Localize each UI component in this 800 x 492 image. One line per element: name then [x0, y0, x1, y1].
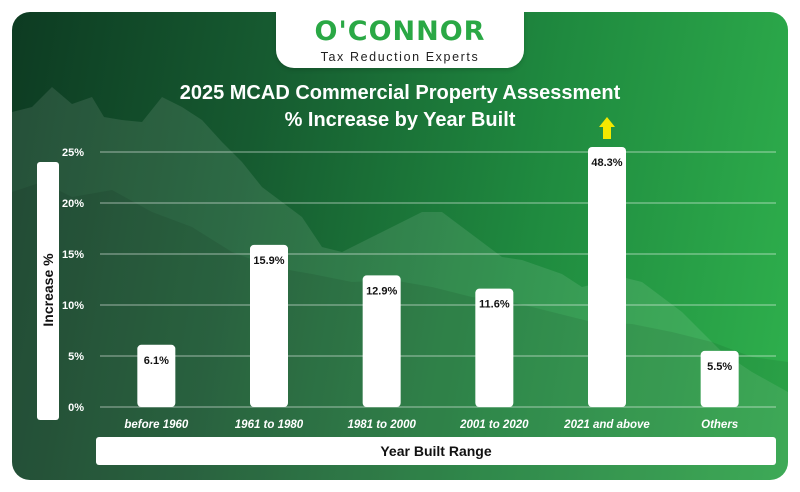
bar-chart: 0% 5% 10% 15% 20% 25% 6.1% before 1960 15.9% 1961… [62, 117, 776, 431]
bar-others [700, 350, 739, 407]
bar-before-1960 [137, 344, 176, 407]
y-tick-label: 15% [62, 249, 84, 261]
x-tick-label: 1981 to 2000 [347, 419, 416, 431]
x-tick-label: before 1960 [124, 419, 189, 431]
bar-2001-to-2020 [475, 288, 514, 407]
bar-1961-to-1980 [250, 244, 288, 407]
bar-2021-and-above [588, 147, 626, 407]
data-label: 6.1% [144, 355, 169, 367]
chart-title-line-1: 2025 MCAD Commercial Property Assessment [179, 82, 621, 104]
y-tick-label: 10% [62, 300, 84, 312]
data-label: 48.3% [591, 157, 622, 169]
y-axis-label-box: Increase % [37, 162, 59, 420]
data-label: 15.9% [253, 255, 284, 267]
bar-1981-to-2000 [362, 275, 401, 407]
brand-logo: O'CONNOR Tax Reduction Experts [276, 12, 524, 68]
chart-title: 2025 MCAD Commercial Property Assessment… [150, 80, 650, 134]
x-tick-label: Others [701, 419, 738, 431]
chart-frame: O'CONNOR Tax Reduction Experts 2025 MCAD… [12, 12, 788, 480]
y-tick-label: 20% [62, 198, 84, 210]
brand-tagline: Tax Reduction Experts [320, 50, 480, 64]
x-tick-label: 2021 and above [563, 419, 650, 431]
data-label: 11.6% [479, 299, 510, 311]
chart-title-line-2: % Increase by Year Built [284, 109, 516, 131]
y-tick-label: 5% [68, 351, 84, 363]
data-label: 5.5% [707, 361, 732, 373]
y-tick-label: 0% [68, 402, 84, 414]
data-label: 12.9% [366, 285, 397, 297]
x-tick-label: 2001 to 2020 [459, 419, 529, 431]
overflow-arrow-icon [599, 117, 615, 139]
x-tick-label: 1961 to 1980 [235, 419, 304, 431]
y-tick-label: 25% [62, 147, 84, 159]
brand-name: O'CONNOR [314, 16, 486, 47]
x-axis-label: Year Built Range [96, 437, 776, 465]
